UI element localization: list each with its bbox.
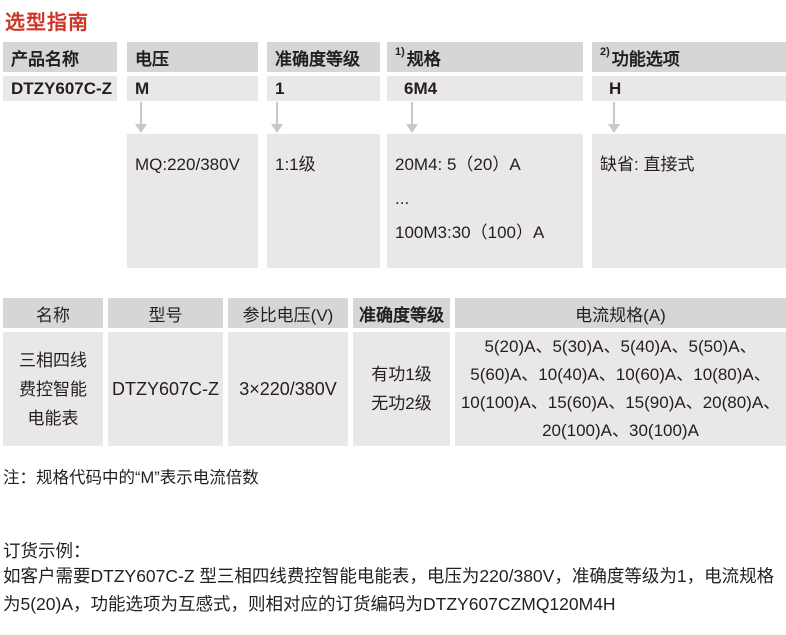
selector-desc-function: 缺省: 直接式 xyxy=(592,134,786,268)
selector-header-label: 功能选项 xyxy=(611,49,680,69)
page-title: 选型指南 xyxy=(5,12,89,34)
selector-value-accuracy: 1 xyxy=(267,76,380,101)
down-arrow-icon xyxy=(406,124,418,133)
down-arrow-icon xyxy=(271,124,283,133)
footnote-marker: 1) xyxy=(395,46,405,58)
selector-header-label: 准确度等级 xyxy=(275,49,360,69)
down-arrow-icon xyxy=(140,102,142,125)
selector-value-function: H xyxy=(592,76,786,101)
spec-cell-current: 5(20)A、5(30)A、5(40)A、5(50)A、5(60)A、10(40… xyxy=(455,332,786,446)
selector-header-product-name: 产品名称 xyxy=(3,42,117,72)
down-arrow-icon xyxy=(135,124,147,133)
selector-desc-accuracy: 1:1级 xyxy=(267,134,380,268)
selector-value-voltage: M xyxy=(127,76,258,101)
down-arrow-icon xyxy=(276,102,278,125)
spec-header-name: 名称 xyxy=(3,298,103,328)
selector-header-function: 2) 功能选项 xyxy=(592,42,786,72)
spec-header-current: 电流规格(A) xyxy=(455,298,786,328)
selector-value-product-name: DTZY607C-Z xyxy=(3,76,117,101)
down-arrow-icon xyxy=(411,102,413,125)
order-example-body: 如客户需要DTZY607C-Z 型三相四线费控智能电能表，电压为220/380V… xyxy=(3,566,775,614)
selector-header-accuracy: 准确度等级 xyxy=(267,42,380,72)
down-arrow-icon xyxy=(613,102,615,125)
selector-value-spec: 6M4 xyxy=(387,76,583,101)
selector-header-spec: 1) 规格 xyxy=(387,42,583,72)
selector-header-voltage: 电压 xyxy=(127,42,258,72)
selector-desc-voltage: MQ:220/380V xyxy=(127,134,258,268)
spec-cell-accuracy: 有功1级 无功2级 xyxy=(353,332,450,446)
spec-cell-model: DTZY607C-Z xyxy=(108,332,223,446)
down-arrow-icon xyxy=(608,124,620,133)
selector-header-label: 电压 xyxy=(135,49,169,69)
spec-cell-voltage: 3×220/380V xyxy=(228,332,348,446)
spec-cell-name: 三相四线 费控智能 电能表 xyxy=(3,332,103,446)
selector-header-label: 规格 xyxy=(406,49,441,69)
spec-note: 注：规格代码中的“M”表示电流倍数 xyxy=(3,469,259,487)
footnote-marker: 2) xyxy=(600,46,610,58)
selector-desc-spec: 20M4: 5（20）A ... 100M3:30（100）A xyxy=(387,134,583,268)
spec-header-model: 型号 xyxy=(108,298,223,328)
spec-header-voltage: 参比电压(V) xyxy=(228,298,348,328)
order-example-title: 订货示例： xyxy=(3,541,91,561)
selector-header-label: 产品名称 xyxy=(11,49,79,69)
spec-header-accuracy: 准确度等级 xyxy=(353,298,450,328)
